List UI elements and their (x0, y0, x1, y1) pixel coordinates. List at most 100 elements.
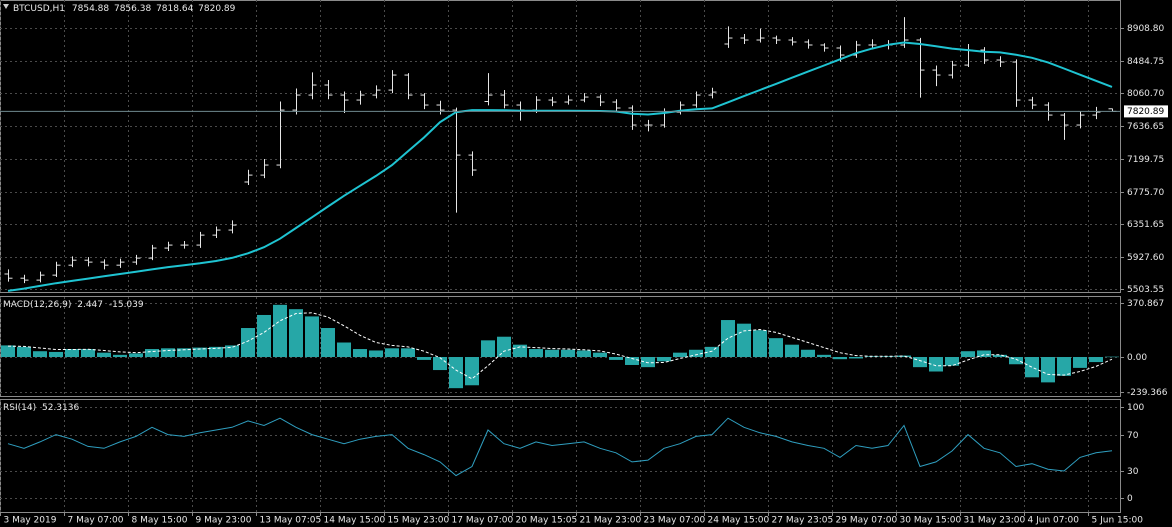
price-bar (932, 65, 941, 87)
macd-bar (65, 349, 79, 358)
x-tick-label: 17 May 07:00 (452, 516, 514, 526)
price-bar (340, 91, 349, 113)
price-bar (868, 39, 877, 49)
macd-bar (1009, 357, 1023, 365)
macd-bar (929, 357, 943, 372)
price-bar (1028, 96, 1037, 110)
macd-bar (1, 345, 15, 358)
macd-bar (881, 356, 895, 358)
macd-bar (673, 352, 687, 358)
y-tick-label: 6351.65 (1127, 220, 1164, 230)
price-bar (420, 93, 429, 110)
macd-bar (513, 344, 527, 358)
x-tick-label: 8 May 15:00 (132, 516, 188, 526)
x-tick-label: 30 May 15:00 (900, 516, 962, 526)
macd-signal: -15.039 (109, 300, 144, 310)
price-bar (196, 231, 205, 248)
price-bar (36, 271, 45, 283)
macd-bar (1025, 357, 1039, 378)
moving-average (7, 41, 1113, 292)
price-bar (84, 257, 93, 267)
macd-bar (289, 309, 303, 358)
macd-bar (241, 328, 255, 358)
price-bar (116, 258, 125, 268)
macd-frame (0, 296, 1121, 397)
macd-bar (305, 316, 319, 358)
price-bar (68, 256, 77, 268)
header-high: 7856.38 (114, 4, 151, 14)
rsi-title: RSI(14) (3, 403, 36, 413)
y-tick-label: 70 (1127, 431, 1139, 441)
macd-bar (705, 346, 719, 358)
price-bar (20, 274, 29, 284)
rsi-line (7, 417, 1113, 477)
price-bar (276, 101, 285, 169)
macd-bar (945, 357, 959, 366)
x-tick-label: 21 May 23:00 (580, 516, 642, 526)
x-tick-label: 5 Jun 15:00 (1092, 516, 1144, 526)
price-bar (500, 89, 509, 109)
price-bar (612, 99, 621, 112)
price-bar (388, 70, 397, 94)
x-tick-label: 31 May 23:00 (964, 516, 1026, 526)
price-bar (804, 39, 813, 49)
macd-header: MACD(12,26,9) 2.447 -15.039 (3, 300, 144, 310)
x-tick-label: 20 May 15:05 (516, 516, 578, 526)
macd-bar (833, 357, 847, 360)
y-tick-label: -239.366 (1127, 388, 1168, 398)
macd-bar (1057, 357, 1071, 376)
macd-signal-line (7, 312, 1113, 380)
y-tick-label: 5503.55 (1127, 285, 1164, 295)
macd-bar (1073, 357, 1087, 368)
price-bar (628, 105, 637, 130)
macd-bar (737, 323, 751, 358)
macd-bar (593, 352, 607, 358)
y-tick-label: 8484.75 (1127, 57, 1164, 67)
price-bar (260, 158, 269, 179)
price-bar (740, 34, 749, 45)
macd-bar (321, 328, 335, 358)
x-tick-label: 15 May 23:00 (388, 516, 450, 526)
headers: BTCUSD,H1 7854.88 7856.38 7818.64 7820.8… (3, 4, 236, 413)
current-price-box (1124, 105, 1168, 118)
price-bar (180, 241, 189, 249)
rsi-header: RSI(14) 52.3136 (3, 403, 79, 413)
y-tick-label: 8908.80 (1127, 24, 1164, 34)
header-low: 7818.64 (156, 4, 193, 14)
macd-bar (625, 357, 639, 365)
price-bar (596, 94, 605, 107)
price-bar (1076, 111, 1085, 129)
macd-bar (145, 349, 159, 358)
y-tick-label: 7199.75 (1127, 155, 1164, 165)
price-bar (292, 88, 301, 115)
price-bar (436, 100, 445, 115)
price-bar (244, 169, 253, 186)
symbol: BTCUSD,H1 (13, 4, 65, 14)
x-tick-label: 23 May 07:00 (644, 516, 706, 526)
macd-bar (449, 357, 463, 389)
macd-bar (257, 314, 271, 358)
x-tick-label: 24 May 15:00 (708, 516, 770, 526)
macd-bar (801, 349, 815, 358)
price-bar (212, 226, 221, 238)
collapse-icon (3, 4, 9, 9)
price-bar (164, 241, 173, 251)
macd-bar (193, 347, 207, 358)
price-bar (772, 35, 781, 45)
price-bar (228, 220, 237, 234)
x-tick-label: 9 May 23:00 (196, 516, 252, 526)
x-tick-label: 14 May 15:00 (324, 516, 386, 526)
macd-bar (1105, 356, 1119, 358)
price-bar (788, 37, 797, 46)
macd-bar (353, 349, 367, 358)
macd-bar (433, 357, 447, 371)
macd-bar (33, 351, 47, 358)
macd-bar (545, 349, 559, 358)
y-tick-label: 0.00 (1127, 353, 1147, 363)
price-bar (724, 26, 733, 48)
macd-bar (209, 346, 223, 358)
price-bar (100, 259, 109, 270)
price-bar (484, 73, 493, 106)
header-close: 7820.89 (198, 4, 235, 14)
price-bar (580, 93, 589, 103)
